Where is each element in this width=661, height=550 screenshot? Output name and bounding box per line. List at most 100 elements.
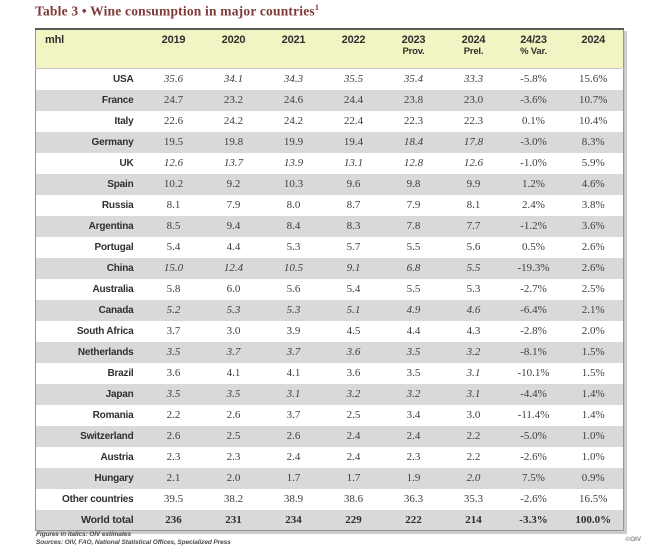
table-row: Netherlands 3.5 3.7 3.7 3.6 3.5 3.2 -8.1% 1.5% xyxy=(35,341,624,363)
table-row: South Africa 3.7 3.0 3.9 4.5 4.4 4.3 -2.8% 2.0% xyxy=(36,321,624,342)
value-cell: 17.8 xyxy=(463,136,484,148)
country-label: Hungary xyxy=(94,472,134,484)
value-cell: 3.9 xyxy=(286,325,301,337)
column-header-2: 2021 xyxy=(263,29,324,69)
value-cell: -3.6% xyxy=(520,94,547,106)
value-cell: 214 xyxy=(465,513,482,526)
value-cell: 3.5 xyxy=(226,388,241,400)
value-cell: 2.6 xyxy=(286,430,301,442)
table-row: Brazil 3.6 4.1 4.1 3.6 3.5 3.1 -10.1% 1.5% xyxy=(36,363,624,384)
value-cell: 19.8 xyxy=(223,136,244,148)
table-row: Germany 19.5 19.8 19.9 19.4 18.4 17.8 -3.0% 8.3% xyxy=(35,131,624,153)
value-cell: -8.1% xyxy=(520,346,547,358)
table-row: Romania 2.2 2.6 3.7 2.5 3.4 3.0 -11.4% 1.4% xyxy=(36,405,624,426)
value-cell: 1.4% xyxy=(581,409,605,421)
value-cell: 1.5% xyxy=(581,346,605,358)
column-header-6: 24/23% Var. xyxy=(503,29,564,69)
value-cell: 2.4% xyxy=(522,199,545,211)
table-row: UK 12.6 13.7 13.9 13.1 12.8 12.6 -1.0% 5.9% xyxy=(36,153,624,174)
value-cell: 8.1 xyxy=(466,199,481,211)
table-row: China 15.0 12.4 10.5 9.1 6.8 5.5 -19.3% 2.6% xyxy=(35,257,624,279)
value-cell: -10.1% xyxy=(517,367,550,379)
value-cell: 8.3 xyxy=(346,220,361,232)
value-cell: 1.7 xyxy=(286,472,301,484)
column-header-7: 2024 xyxy=(563,29,624,69)
country-label: China xyxy=(106,262,134,274)
value-cell: 5.2 xyxy=(166,304,181,316)
value-cell: 2.3 xyxy=(166,451,181,463)
value-cell: 35.5 xyxy=(343,73,364,86)
value-cell: 38.6 xyxy=(343,493,364,505)
value-cell: 3.7 xyxy=(286,409,301,421)
value-cell: 39.5 xyxy=(163,493,184,505)
value-cell: -3.3% xyxy=(519,513,548,526)
table-row-total: World total 236 231 234 229 222 214 -3.3% 100.0% xyxy=(35,509,624,531)
table-row: Austria 2.3 2.3 2.4 2.4 2.3 2.2 -2.6% 1.0% xyxy=(36,447,624,468)
value-cell: 35.3 xyxy=(463,493,484,505)
value-cell: 33.3 xyxy=(463,73,484,86)
footnote-italics-note: Figures in italics: OIV estimates xyxy=(36,531,131,538)
country-label: Switzerland xyxy=(80,430,134,442)
country-label: Spain xyxy=(107,178,134,190)
value-cell: 1.5% xyxy=(581,367,605,379)
country-label: USA xyxy=(112,73,134,85)
value-cell: 3.6 xyxy=(346,367,361,379)
country-label: Austria xyxy=(100,451,134,463)
value-cell: 3.5 xyxy=(166,388,181,400)
value-cell: 3.5 xyxy=(166,346,181,358)
value-cell: 5.8 xyxy=(166,283,181,295)
value-cell: 229 xyxy=(345,513,362,526)
table-header-row: mhl 2019 2020 2021 2022 2023 Prov. 2024 Prel. 24… xyxy=(35,29,624,69)
value-cell: 0.1% xyxy=(522,115,545,127)
value-cell: 10.7% xyxy=(579,94,608,106)
value-cell: 1.0% xyxy=(581,430,605,442)
value-cell: 34.1 xyxy=(223,73,244,86)
value-cell: 2.5 xyxy=(346,409,361,421)
value-cell: 236 xyxy=(165,513,182,526)
value-cell: 10.4% xyxy=(579,115,608,127)
value-cell: 6.8 xyxy=(406,262,421,274)
column-header-year: 2024 xyxy=(461,34,486,46)
value-cell: 2.0 xyxy=(226,472,241,484)
value-cell: 1.2% xyxy=(522,178,545,190)
value-cell: 3.0 xyxy=(226,325,241,337)
column-header-qualifier: % Var. xyxy=(520,46,547,57)
value-cell: 7.9 xyxy=(226,199,241,211)
value-cell: 3.7 xyxy=(226,346,241,358)
table-row: France 24.7 23.2 24.6 24.4 23.8 23.0 -3.6% 10.7% xyxy=(35,89,624,111)
value-cell: 3.6 xyxy=(346,346,361,358)
value-cell: 12.6 xyxy=(163,157,184,169)
table-row: Portugal 5.4 4.4 5.3 5.7 5.5 5.6 0.5% 2.6% xyxy=(36,237,624,258)
value-cell: 2.2 xyxy=(466,451,481,463)
value-cell: 5.4 xyxy=(346,283,361,295)
value-cell: 2.1% xyxy=(581,304,605,316)
column-header-qualifier: Prov. xyxy=(402,46,425,57)
value-cell: 12.8 xyxy=(403,157,424,169)
value-cell: 4.4 xyxy=(226,241,241,253)
value-cell: 23.0 xyxy=(463,94,484,106)
value-cell: -5.0% xyxy=(520,430,547,442)
value-cell: 2.0% xyxy=(581,325,605,337)
value-cell: -1.0% xyxy=(520,157,547,169)
value-cell: 38.2 xyxy=(223,493,244,505)
country-label: Australia xyxy=(92,283,134,295)
table-row: Spain 10.2 9.2 10.3 9.6 9.8 9.9 1.2% 4.6% xyxy=(35,173,624,195)
value-cell: 2.4 xyxy=(346,451,361,463)
country-label: World total xyxy=(81,513,134,526)
column-header-year: 24/23 xyxy=(520,34,547,46)
footnote-sources: Sources: OIV, FAO, National Statistical … xyxy=(36,538,231,546)
value-cell: 2.6 xyxy=(226,409,241,421)
value-cell: 3.4 xyxy=(406,409,421,421)
country-label: UK xyxy=(119,157,134,169)
table-row: Switzerland 2.6 2.5 2.6 2.4 2.4 2.2 -5.0% 1.0% xyxy=(35,425,624,447)
unit-label: mhl xyxy=(45,34,64,46)
column-header-5: 2024 Prel. xyxy=(443,29,504,69)
country-label: Netherlands xyxy=(77,346,134,358)
column-header-0: 2019 xyxy=(143,29,204,69)
value-cell: 2.6% xyxy=(581,262,605,274)
country-label: Romania xyxy=(92,409,134,421)
column-header-year: 2019 xyxy=(161,34,186,46)
value-cell: 7.8 xyxy=(406,220,421,232)
value-cell: 22.4 xyxy=(343,115,364,127)
value-cell: 19.4 xyxy=(343,136,364,148)
